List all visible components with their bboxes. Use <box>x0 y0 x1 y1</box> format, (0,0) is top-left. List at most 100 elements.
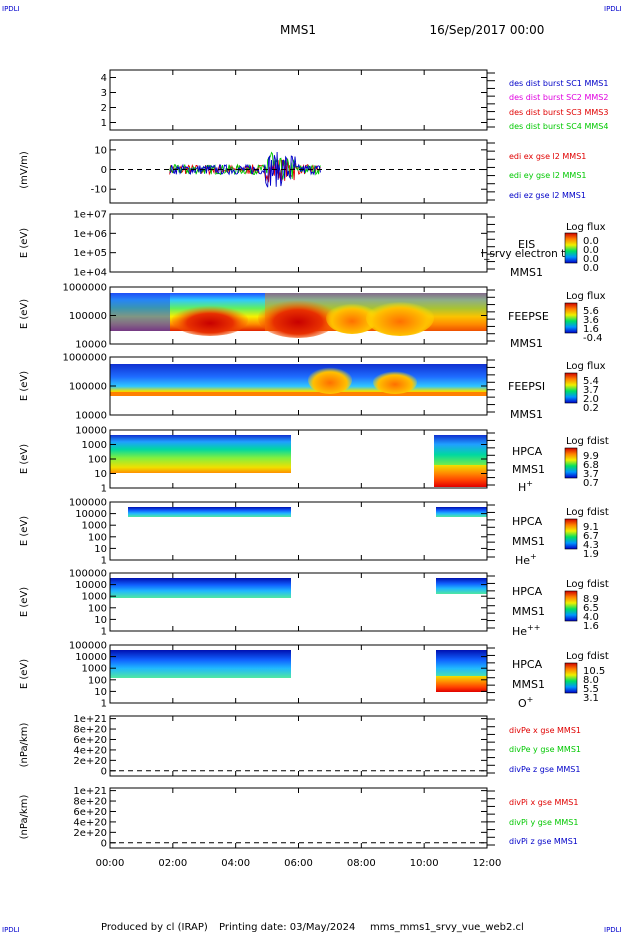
feepse-cb-tick-1: 3.6 <box>583 315 599 326</box>
hpca-he-species-label: He+ <box>515 552 537 567</box>
hpca-hepp-colorbar-title: Log fdist <box>566 579 609 590</box>
eis-colorbar <box>564 232 578 264</box>
hpca-hepp-cb-tick-1: 6.5 <box>583 603 599 614</box>
eis-cb-tick-2: 0.0 <box>583 254 599 265</box>
y-tick-label-p8-1: 10000 <box>75 652 107 663</box>
panel-des-dist: des dist burst SC1 MMS1 des dist burst S… <box>109 69 608 131</box>
edi-e-ylabel: (mV/m) <box>19 151 30 189</box>
datetime-title: 16/Sep/2017 00:00 <box>430 23 545 37</box>
y-tick-label-p9-4: 2e+20 <box>73 756 107 767</box>
eis-cb-tick-3: 0.0 <box>583 263 599 274</box>
hpca-h-cb-tick-1: 6.8 <box>583 460 599 471</box>
hpca-he-cb-tick-3: 1.9 <box>583 549 599 560</box>
y-tick-label-p8-5: 1 <box>101 699 107 710</box>
hpca-hepp-species-label: He++ <box>512 623 540 638</box>
y-tick-label-p1-1: 0 <box>101 165 107 176</box>
y-tick-label-p4-1: 100000 <box>69 382 107 393</box>
footer-script-name: mms_mms1_srvy_vue_web2.cl <box>370 922 524 933</box>
feepse-colorbar <box>564 302 578 334</box>
feepse-hot-patch-1 <box>172 304 248 336</box>
feepse-cb-tick-2: 1.6 <box>583 324 599 335</box>
feepse-hot-patch-2 <box>258 298 338 338</box>
y-tick-label-p0-0: 1 <box>101 118 107 129</box>
hpca-hepp-block-1 <box>110 578 291 598</box>
legend-divpi-y: divPi y gse MMS1 <box>509 818 578 827</box>
eis-spacecraft-label: MMS1 <box>510 266 543 279</box>
hpca-o-species: O <box>518 697 527 710</box>
feepsi-spacecraft-label: MMS1 <box>510 408 543 421</box>
edi-e-traces <box>169 151 321 188</box>
hpca-o-species-charge: + <box>527 695 534 704</box>
panel-hpca-hepp: E (eV) HPCA MMS1 He++ Log fdist 8.9 6.5 … <box>19 572 609 638</box>
y-tick-label-p8-3: 100 <box>88 675 107 686</box>
hpca-hepp-species: He <box>512 625 527 638</box>
y-tick-label-p3-1: 100000 <box>69 311 107 322</box>
y-tick-label-p1-2: -10 <box>91 185 107 196</box>
panel-des-dist-frame <box>109 69 488 131</box>
y-tick-label-p3-2: 10000 <box>75 340 107 351</box>
legend-edi-ez: edi ez gse l2 MMS1 <box>509 191 586 200</box>
feepsi-cb-tick-0: 5.4 <box>583 376 599 387</box>
hpca-o-cb-tick-3: 3.1 <box>583 693 599 704</box>
panel-divpe-frame <box>109 715 488 777</box>
y-tick-label-p7-3: 100 <box>88 603 107 614</box>
y-tick-label-p9-1: 8e+20 <box>73 725 107 736</box>
hpca-o-spacecraft-label: MMS1 <box>512 678 545 691</box>
feepsi-ylabel: E (eV) <box>19 371 30 401</box>
legend-des-sc2: des dist burst SC2 MMS2 <box>509 93 608 102</box>
hpca-o-instrument-label: HPCA <box>512 658 543 671</box>
x-tick-label-2: 04:00 <box>221 858 250 869</box>
legend-divpi-z: divPi z gse MMS1 <box>509 837 578 846</box>
y-tick-label-p6-2: 1000 <box>82 521 107 532</box>
y-tick-label-p10-4: 2e+20 <box>73 828 107 839</box>
hpca-he-cb-tick-2: 4.3 <box>583 540 599 551</box>
feepsi-hot-patch-1 <box>308 366 352 394</box>
hpca-h-species-label: H+ <box>518 479 533 494</box>
y-tick-label-p2-0: 1e+07 <box>73 210 107 221</box>
feepsi-low-energy-band <box>110 392 487 396</box>
legend-edi-ex: edi ex gse l2 MMS1 <box>509 152 586 161</box>
y-tick-label-p10-3: 4e+20 <box>73 817 107 828</box>
hpca-hepp-colorbar <box>564 590 578 622</box>
axes-ticks: 00:00 02:00 04:00 06:00 08:00 10:00 12:00 1 2 3 4 1… <box>62 70 501 869</box>
legend-divpi-x: divPi x gse MMS1 <box>509 798 578 807</box>
y-tick-label-p6-0: 100000 <box>69 498 107 509</box>
feepsi-instrument-label: FEEPSI <box>508 380 545 393</box>
hpca-h-spacecraft-label: MMS1 <box>512 463 545 476</box>
footer-printing-date: Printing date: 03/May/2024 <box>219 922 355 933</box>
hpca-h-instrument-label: HPCA <box>512 445 543 458</box>
legend-edi-ey: edi ey gse l2 MMS1 <box>509 171 587 180</box>
y-tick-label-p9-2: 6e+20 <box>73 735 107 746</box>
y-tick-label-p9-3: 4e+20 <box>73 745 107 756</box>
eis-cb-tick-0: 0.0 <box>583 236 599 247</box>
feepse-spectrogram <box>110 293 487 338</box>
y-tick-label-p7-0: 100000 <box>69 569 107 580</box>
hpca-o-block-1 <box>110 650 291 678</box>
edi-trace-2 <box>169 151 321 188</box>
legend-des-sc3: des dist burst SC3 MMS3 <box>509 108 608 117</box>
y-tick-label-p7-1: 10000 <box>75 580 107 591</box>
hpca-h-cb-tick-2: 3.7 <box>583 469 599 480</box>
y-tick-label-p5-0: 10000 <box>75 426 107 437</box>
feepse-instrument-label: FEEPSE <box>508 310 549 323</box>
hpca-he-spacecraft-label: MMS1 <box>512 535 545 548</box>
y-tick-label-p0-1: 2 <box>101 103 107 114</box>
hpca-he-ylabel: E (eV) <box>19 516 30 546</box>
y-tick-label-p5-1: 1000 <box>82 440 107 451</box>
feepse-hot-patch-3 <box>326 302 378 334</box>
y-tick-label-p0-3: 4 <box>101 73 107 84</box>
legend-des-sc1: des dist burst SC1 MMS1 <box>509 79 608 88</box>
y-tick-label-p10-2: 6e+20 <box>73 807 107 818</box>
y-tick-label-p4-0: 1000000 <box>62 353 107 364</box>
feepse-spacecraft-label: MMS1 <box>510 337 543 350</box>
footer-produced-by: Produced by cl (IRAP) <box>101 922 208 933</box>
eis-colorbar-title: Log flux <box>566 222 606 233</box>
hpca-he-colorbar <box>564 518 578 550</box>
y-tick-label-p7-2: 1000 <box>82 592 107 603</box>
y-tick-label-p2-2: 1e+05 <box>73 248 107 259</box>
eis-overlay-text: I_srvy electron to <box>481 248 572 260</box>
corner-label-bl: IPDLI <box>2 926 20 934</box>
y-tick-label-p2-3: 1e+04 <box>73 268 107 279</box>
feepse-cb-tick-0: 5.6 <box>583 306 599 317</box>
